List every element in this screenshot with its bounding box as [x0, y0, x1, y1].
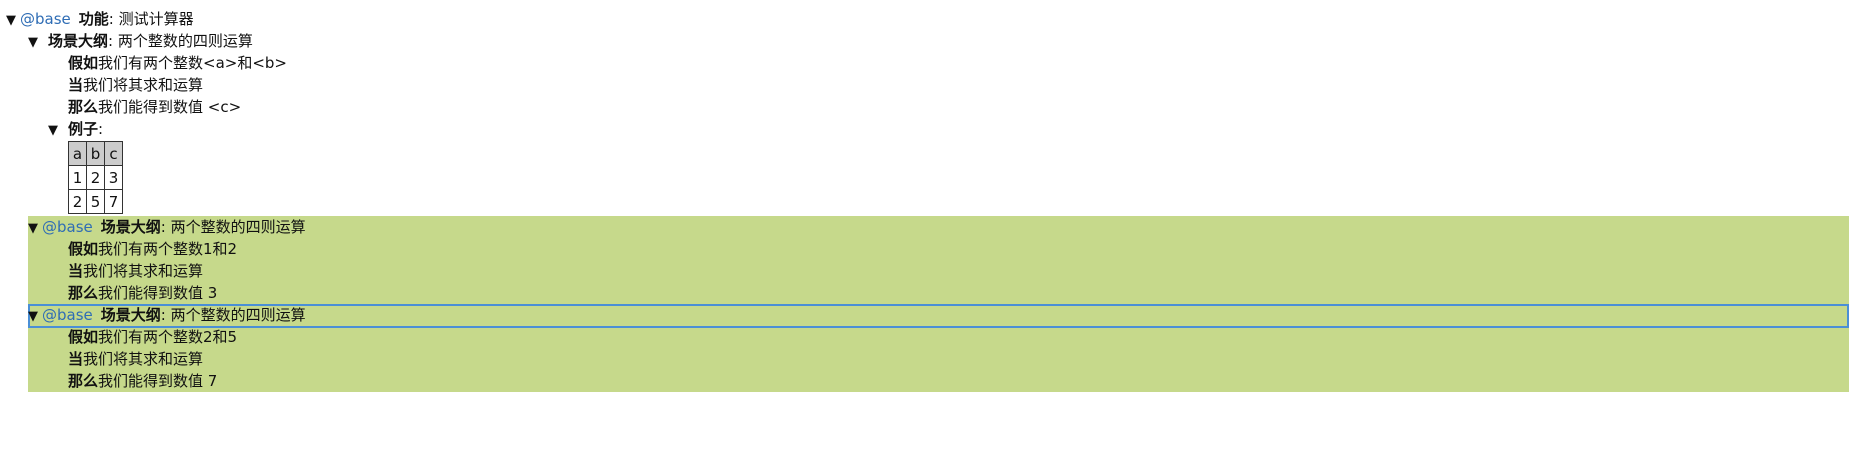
outline-step: 当我们将其求和运算	[68, 74, 203, 96]
triangle-down-icon[interactable]: ▼	[6, 13, 16, 28]
outline-step: 那么我们能得到数值 <c>	[68, 96, 241, 118]
step-text: 我们将其求和运算	[83, 262, 204, 280]
scenario-title: 两个整数的四则运算	[170, 306, 306, 324]
feature-keyword: 功能	[78, 10, 109, 28]
triangle-down-icon[interactable]: ▼	[28, 221, 38, 236]
scenario-tag[interactable]: @base	[42, 218, 93, 236]
scenario-header[interactable]: ▼ @base 场景大纲: 两个整数的四则运算	[28, 304, 306, 326]
step-keyword: 假如	[68, 240, 99, 258]
step-keyword: 假如	[68, 54, 99, 72]
feature-header[interactable]: ▼ @base 功能: 测试计算器	[6, 8, 194, 30]
feature-colon: :	[108, 10, 119, 28]
step-keyword: 当	[68, 76, 84, 94]
examples-colon: :	[98, 120, 104, 138]
step-text: 我们能得到数值 <c>	[98, 98, 242, 116]
table-cell: 3	[104, 165, 123, 190]
step-text: 我们有两个整数2和5	[98, 328, 238, 346]
table-cell: 5	[86, 189, 105, 214]
scenario-keyword: 场景大纲	[100, 218, 161, 236]
scenario-keyword: 场景大纲	[100, 306, 161, 324]
table-header-row: a b c	[68, 141, 123, 166]
scenario-colon: :	[160, 218, 171, 236]
scenario-block[interactable]	[28, 216, 1849, 304]
examples-table: a b c 1 2 3 2 5 7	[68, 141, 123, 214]
scenario-colon: :	[160, 306, 171, 324]
step-text: 我们有两个整数1和2	[98, 240, 238, 258]
scenario-tag[interactable]: @base	[42, 306, 93, 324]
scenario-step: 假如我们有两个整数1和2	[68, 238, 237, 260]
feature-tag[interactable]: @base	[20, 10, 71, 28]
step-text: 我们能得到数值 3	[98, 284, 218, 302]
table-row: 1 2 3	[68, 165, 123, 190]
table-header-cell: a	[68, 141, 87, 166]
step-keyword: 当	[68, 350, 84, 368]
triangle-down-icon[interactable]: ▼	[28, 309, 38, 324]
scenario-title: 两个整数的四则运算	[170, 218, 306, 236]
table-header-cell: b	[86, 141, 105, 166]
step-keyword: 那么	[68, 372, 99, 390]
triangle-down-icon[interactable]: ▼	[48, 123, 58, 138]
table-cell: 1	[68, 165, 87, 190]
outline-title: 两个整数的四则运算	[117, 32, 253, 50]
table-cell: 7	[104, 189, 123, 214]
step-keyword: 当	[68, 262, 84, 280]
outline-step: 假如我们有两个整数<a>和<b>	[68, 52, 287, 74]
outline-keyword: 场景大纲	[48, 32, 109, 50]
step-keyword: 那么	[68, 98, 99, 116]
step-keyword: 假如	[68, 328, 99, 346]
table-header-cell: c	[104, 141, 123, 166]
scenario-step: 当我们将其求和运算	[68, 260, 203, 282]
outline-colon: :	[108, 32, 118, 50]
selection-outline	[28, 304, 1849, 328]
step-text: 我们能得到数值 7	[98, 372, 218, 390]
table-cell: 2	[68, 189, 87, 214]
step-text: 我们将其求和运算	[83, 76, 204, 94]
step-text: 我们有两个整数<a>和<b>	[98, 54, 288, 72]
feature-title: 测试计算器	[118, 10, 194, 28]
scenario-step: 那么我们能得到数值 7	[68, 370, 217, 392]
step-text: 我们将其求和运算	[83, 350, 204, 368]
table-row: 2 5 7	[68, 189, 123, 214]
scenario-step: 那么我们能得到数值 3	[68, 282, 217, 304]
scenario-header[interactable]: ▼ @base 场景大纲: 两个整数的四则运算	[28, 216, 306, 238]
step-keyword: 那么	[68, 284, 99, 302]
examples-header[interactable]: ▼ 例子:	[48, 118, 103, 140]
triangle-down-icon[interactable]: ▼	[28, 35, 38, 50]
examples-keyword: 例子	[68, 120, 99, 138]
table-cell: 2	[86, 165, 105, 190]
scenario-step: 假如我们有两个整数2和5	[68, 326, 237, 348]
outline-header[interactable]: ▼ 场景大纲: 两个整数的四则运算	[28, 30, 253, 52]
scenario-step: 当我们将其求和运算	[68, 348, 203, 370]
